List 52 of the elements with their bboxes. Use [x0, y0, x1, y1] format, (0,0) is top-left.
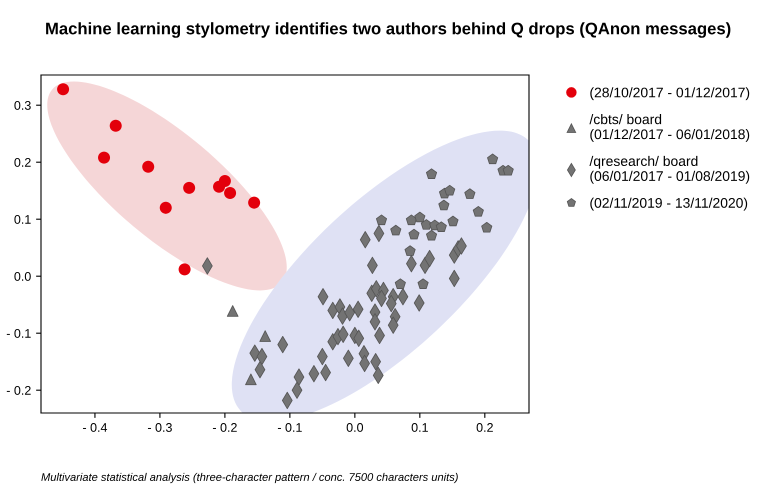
legend-label: /cbts/ board (01/12/2017 - 06/01/2018): [589, 114, 750, 142]
point: [178, 263, 191, 276]
x-tick-label: 0.2: [476, 423, 493, 432]
y-tick-label: - 0.1: [6, 329, 31, 338]
x-tick-label: - 0.2: [212, 423, 237, 432]
point: [248, 196, 260, 209]
y-tick-label: 0.3: [14, 101, 31, 110]
point: [487, 154, 498, 164]
point: [436, 221, 447, 232]
point: [444, 184, 456, 196]
point: [481, 222, 492, 233]
x-tick-label: - 0.3: [148, 423, 172, 432]
point: [376, 214, 388, 226]
chart-title: Machine learning stylometry identifies two authors behind Q drops (QAnon messages): [46, 22, 730, 38]
point: [390, 224, 402, 236]
point: [438, 200, 450, 210]
legend-label: (28/10/2017 - 01/12/2017): [590, 87, 750, 100]
point: [57, 83, 70, 96]
point: [259, 330, 271, 342]
y-tick-label: 0.2: [14, 158, 31, 167]
point: [426, 168, 438, 179]
point: [414, 212, 426, 222]
point: [426, 230, 438, 241]
point: [226, 305, 238, 317]
legend-label: /qresearch/ board (06/01/2017 - 01/08/2019): [589, 156, 750, 184]
point: [110, 120, 122, 132]
point: [418, 278, 429, 289]
point: [394, 278, 406, 289]
point: [406, 214, 417, 226]
point: [183, 182, 196, 194]
x-tick-label: - 0.4: [82, 423, 108, 432]
point: [245, 374, 257, 386]
point: [218, 175, 231, 188]
y-tick-label: 0.0: [14, 272, 31, 281]
text: Multivariate statistical analysis (three-character pattern / conc. 7500 characters units): [41, 472, 458, 484]
point: [160, 202, 172, 214]
point: [142, 160, 154, 173]
point: [447, 216, 459, 226]
x-tick-label: - 0.1: [278, 423, 302, 432]
point: [98, 152, 110, 164]
y-tick-label: - 0.2: [6, 386, 31, 395]
point: [420, 219, 432, 230]
x-tick-label: 0.1: [412, 423, 428, 432]
point: [408, 228, 420, 240]
point: [464, 188, 476, 199]
point: [404, 245, 416, 256]
x-tick-label: 0.0: [346, 423, 364, 432]
point: [502, 164, 514, 176]
point: [472, 206, 484, 217]
point: [224, 186, 236, 199]
legend-label: (02/11/2019 - 13/11/2020): [590, 198, 748, 211]
y-tick-label: 0.1: [14, 215, 31, 224]
